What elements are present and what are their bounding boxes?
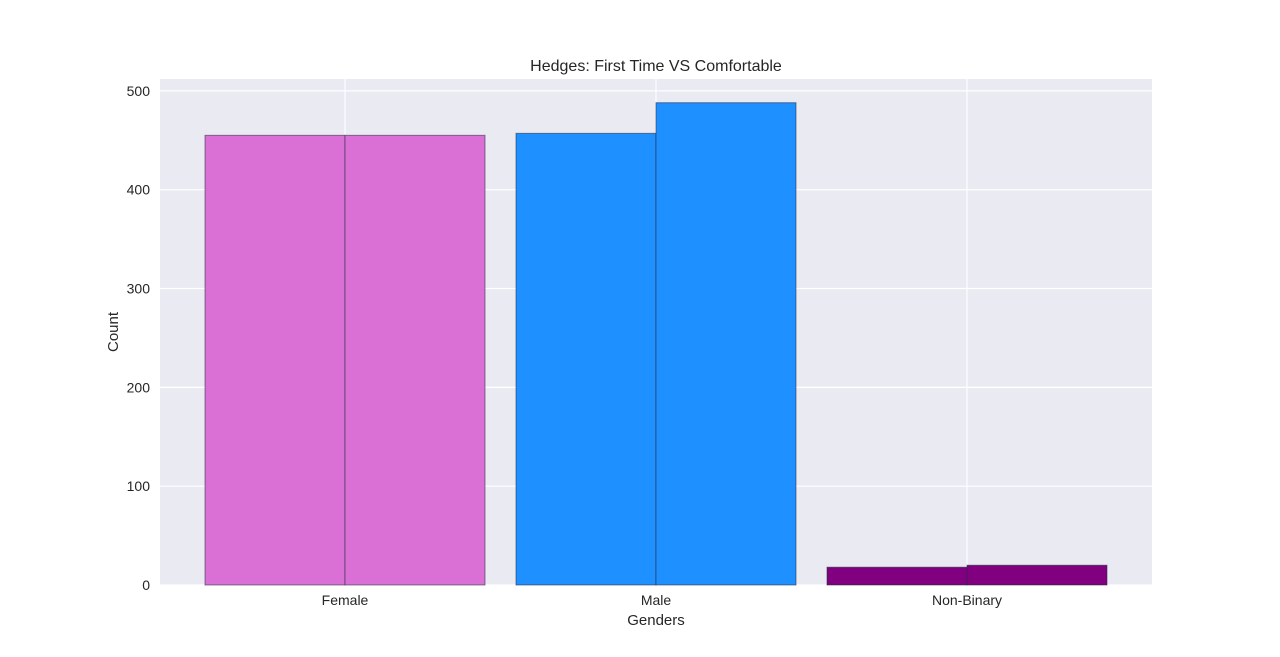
y-axis-label: Count [105, 311, 122, 352]
y-tick-label: 100 [127, 478, 151, 494]
chart-title: Hedges: First Time VS Comfortable [530, 58, 782, 75]
y-tick-label: 500 [127, 83, 151, 99]
bar-male-2 [655, 102, 797, 586]
y-tick-label: 300 [127, 281, 151, 297]
y-tick-label: 200 [127, 379, 151, 395]
y-tick-label: 400 [127, 182, 151, 198]
x-tick-label: Non-Binary [932, 592, 1002, 608]
x-tick-label: Female [322, 592, 369, 608]
bar-non-binary-1 [826, 566, 968, 586]
y-tick-labels: 0 100 200 300 400 500 [127, 83, 151, 593]
bars [204, 102, 1108, 586]
bar-non-binary-2 [966, 564, 1108, 586]
x-axis-label: Genders [627, 612, 685, 629]
bar-female-2 [344, 134, 486, 586]
y-tick-label: 0 [142, 577, 150, 593]
bar-female-1 [204, 134, 346, 586]
x-tick-label: Male [641, 592, 672, 608]
bar-male-1 [515, 132, 657, 586]
x-tick-labels: Female Male Non-Binary [322, 592, 1002, 608]
